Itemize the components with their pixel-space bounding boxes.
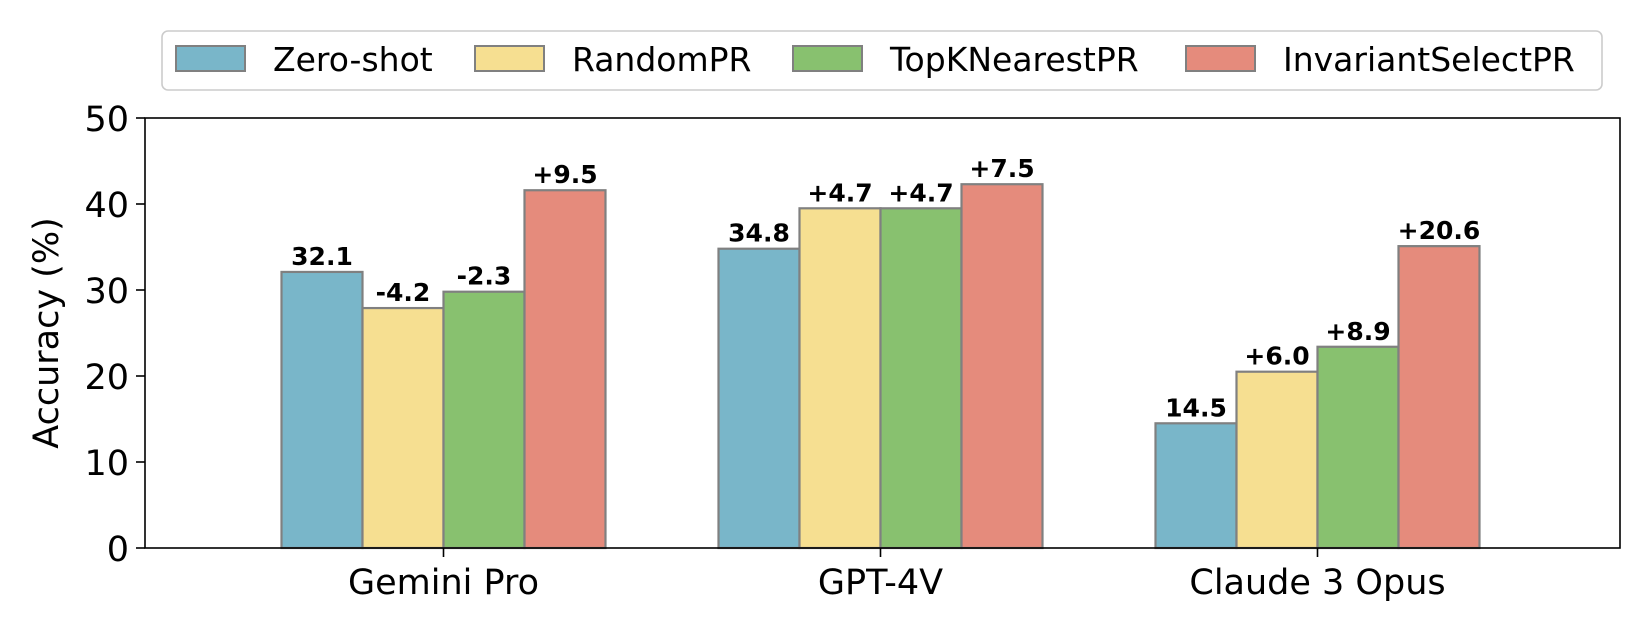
y-tick-label: 30 bbox=[84, 272, 129, 312]
x-tick-label: Gemini Pro bbox=[348, 563, 539, 603]
bar-value-label: -4.2 bbox=[376, 278, 431, 307]
bar-value-label: +8.9 bbox=[1325, 317, 1390, 346]
legend-swatch bbox=[175, 45, 246, 72]
bar-value-label: 34.8 bbox=[728, 219, 790, 248]
legend-swatch bbox=[1185, 45, 1256, 72]
plot-area-frame bbox=[144, 117, 1621, 549]
bar-labels-group: 32.1 -4.2 -2.3 +9.5 34.8 +4.7 +4.7 +7.5 14.5 +6.0… bbox=[291, 154, 1480, 422]
bar-value-label: +9.5 bbox=[532, 160, 597, 189]
y-tick-label: 0 bbox=[107, 530, 129, 570]
y-axis: 0 10 20 30 40 50 bbox=[84, 100, 145, 570]
y-tick-label: 10 bbox=[84, 444, 129, 484]
y-tick-label: 20 bbox=[84, 358, 129, 398]
bar-topknearestpr bbox=[442, 290, 526, 550]
bar-value-label: +20.6 bbox=[1398, 216, 1481, 245]
bar-value-label: +7.5 bbox=[969, 154, 1034, 183]
bar-topknearestpr bbox=[879, 207, 963, 550]
x-tick-label: GPT-4V bbox=[818, 563, 943, 603]
bar-value-label: +4.7 bbox=[888, 178, 953, 207]
legend-swatch bbox=[792, 45, 863, 72]
bar-zero-shot bbox=[280, 270, 364, 550]
bar-zero-shot bbox=[1154, 422, 1238, 550]
legend-label: RandomPR bbox=[572, 40, 751, 79]
bar-invariantselectpr bbox=[523, 189, 607, 550]
bar-value-label: 14.5 bbox=[1165, 393, 1227, 422]
y-tick-label: 50 bbox=[84, 100, 129, 140]
bar-randompr bbox=[361, 306, 445, 550]
bar-randompr bbox=[798, 207, 882, 550]
bar-value-label: +6.0 bbox=[1244, 342, 1309, 371]
legend-label: TopKNearestPR bbox=[889, 40, 1139, 79]
legend: Zero-shot RandomPR TopKNearestPR InvariantS… bbox=[161, 30, 1603, 91]
legend-swatch bbox=[474, 45, 545, 72]
bar-invariantselectpr bbox=[960, 183, 1044, 550]
bar-value-label: +4.7 bbox=[807, 178, 872, 207]
bar-zero-shot bbox=[717, 247, 801, 550]
x-tick-label: Claude 3 Opus bbox=[1189, 563, 1445, 603]
legend-label: Zero-shot bbox=[273, 40, 433, 79]
x-axis: Gemini Pro GPT-4V Claude 3 Opus bbox=[348, 548, 1446, 603]
y-axis-label: Accuracy (%) bbox=[27, 217, 67, 448]
bar-topknearestpr bbox=[1316, 345, 1400, 550]
bar-randompr bbox=[1235, 370, 1319, 550]
bars-group bbox=[280, 183, 1481, 550]
y-tick-label: 40 bbox=[84, 186, 129, 226]
bar-invariantselectpr bbox=[1397, 245, 1481, 550]
legend-label: InvariantSelectPR bbox=[1283, 40, 1575, 79]
bar-value-label: -2.3 bbox=[457, 262, 512, 291]
bar-value-label: 32.1 bbox=[291, 242, 353, 271]
